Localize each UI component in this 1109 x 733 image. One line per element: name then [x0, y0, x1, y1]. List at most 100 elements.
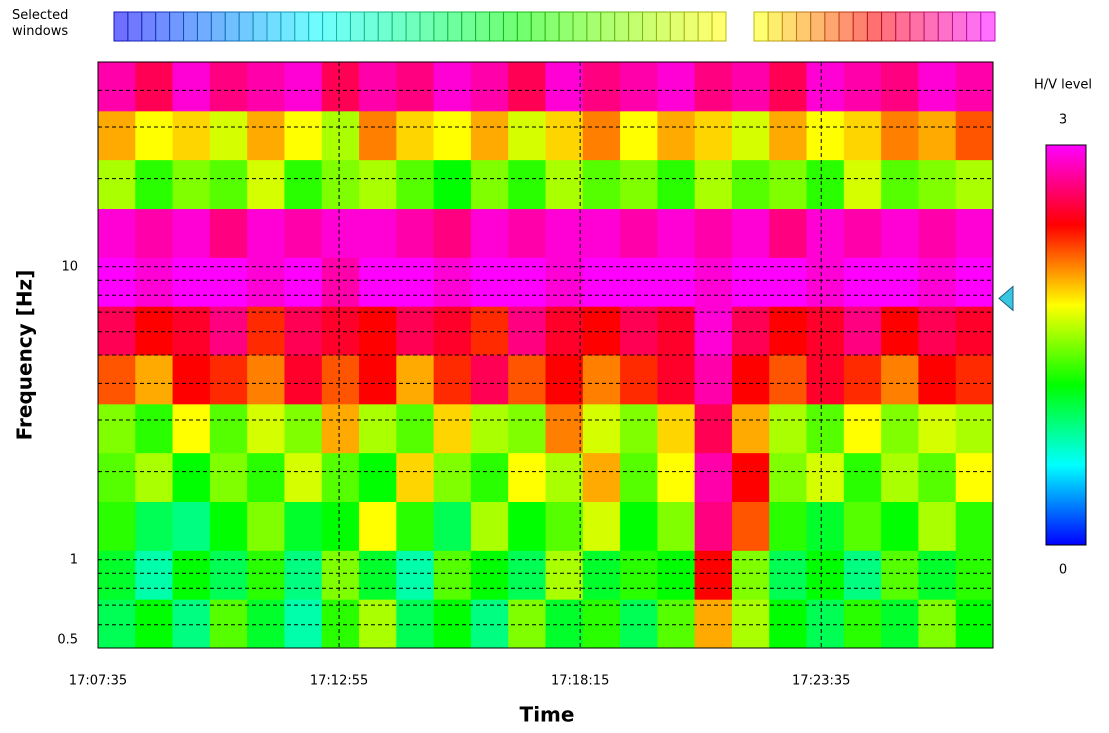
window-cell — [169, 11, 185, 42]
heatmap-cell — [694, 208, 733, 258]
heatmap-cell — [806, 306, 845, 356]
heatmap-cell — [769, 550, 808, 600]
heatmap-cell — [396, 550, 435, 600]
heatmap-cell — [545, 110, 584, 161]
heatmap-cell — [209, 306, 248, 356]
heatmap-cell — [470, 62, 509, 112]
heatmap-cell — [433, 403, 472, 454]
heatmap-cell — [881, 403, 919, 454]
heatmap-cell — [284, 62, 323, 112]
heatmap-cell — [359, 355, 397, 405]
heatmap-cell — [657, 403, 696, 454]
heatmap-cell — [843, 306, 882, 356]
heatmap-cell — [620, 110, 658, 161]
heatmap-cell — [769, 355, 808, 405]
heatmap-cell — [284, 306, 323, 356]
window-cell — [489, 11, 504, 42]
heatmap-cell — [98, 306, 136, 356]
heatmap-cell — [172, 599, 211, 649]
heatmap-cell — [881, 159, 919, 209]
heatmap-cell — [98, 501, 136, 551]
heatmap-cell — [657, 306, 696, 356]
heatmap-cell — [843, 501, 882, 551]
heatmap-cell — [620, 452, 658, 502]
window-cell — [210, 11, 226, 42]
heatmap-cell — [843, 208, 882, 258]
heatmap-cell — [508, 159, 546, 209]
heatmap-cell — [284, 257, 323, 307]
heatmap-cell — [359, 501, 397, 551]
heatmap-cell — [172, 208, 211, 258]
x-tick-label: 17:07:35 — [69, 674, 127, 689]
heatmap-cell — [209, 110, 248, 161]
heatmap-cell — [209, 159, 248, 209]
heatmap-cell — [657, 550, 696, 600]
heatmap-cell — [247, 208, 285, 258]
heatmap-cell — [582, 452, 621, 502]
heatmap-cell — [731, 62, 770, 112]
heatmap-cell — [433, 599, 472, 649]
heatmap-cell — [657, 159, 696, 209]
heatmap-cell — [433, 62, 472, 112]
heatmap-cell — [545, 208, 584, 258]
heatmap-cell — [172, 355, 211, 405]
heatmap-cell — [620, 355, 658, 405]
window-cell — [628, 11, 644, 42]
window-cell — [391, 11, 407, 42]
heatmap-cell — [135, 110, 174, 161]
window-cell — [475, 11, 491, 42]
heatmap-cell — [955, 599, 994, 649]
heatmap-cell — [731, 110, 770, 161]
heatmap-cell — [433, 257, 472, 307]
window-cell — [852, 11, 868, 42]
heatmap-cell — [843, 550, 882, 600]
heatmap-cell — [843, 110, 882, 161]
heatmap-cell — [918, 501, 957, 551]
heatmap-cell — [209, 403, 248, 454]
heatmap-cell — [396, 257, 435, 307]
heatmap-cell — [694, 355, 733, 405]
window-cell — [544, 11, 560, 42]
heatmap-cell — [396, 306, 435, 356]
heatmap-cell — [209, 550, 248, 600]
heatmap-cell — [955, 257, 994, 307]
heatmap-cell — [433, 306, 472, 356]
heatmap-cell — [545, 159, 584, 209]
heatmap-cell — [694, 62, 733, 112]
heatmap-cell — [172, 550, 211, 600]
window-cell — [433, 11, 449, 42]
heatmap-cell — [582, 599, 621, 649]
heatmap-cell — [582, 355, 621, 405]
heatmap-cell — [247, 355, 285, 405]
heatmap-cell — [508, 306, 546, 356]
window-cell — [895, 11, 911, 42]
heatmap-cell — [470, 599, 509, 649]
heatmap-cell — [433, 452, 472, 502]
heatmap-cell — [98, 599, 136, 649]
window-cell — [530, 11, 546, 42]
heatmap-cell — [918, 257, 957, 307]
heatmap-cell — [470, 159, 509, 209]
heatmap-cell — [881, 501, 919, 551]
heatmap-cell — [620, 257, 658, 307]
heatmap-cell — [769, 110, 808, 161]
heatmap-cell — [172, 452, 211, 502]
heatmap-cell — [806, 355, 845, 405]
heatmap-cell — [881, 599, 919, 649]
y-tick-label: 1 — [70, 552, 78, 567]
heatmap-cell — [918, 403, 957, 454]
window-cell — [669, 11, 685, 42]
heatmap-cell — [135, 159, 174, 209]
window-cell — [363, 11, 379, 42]
window-cell — [796, 11, 812, 42]
heatmap-cell — [955, 355, 994, 405]
heatmap-cell — [508, 550, 546, 600]
heatmap-cell — [582, 403, 621, 454]
heatmap-cell — [582, 257, 621, 307]
heatmap-cell — [172, 257, 211, 307]
peak-marker — [998, 285, 1014, 312]
window-cell — [419, 11, 435, 42]
heatmap-cell — [508, 452, 546, 502]
window-cell — [683, 11, 699, 42]
